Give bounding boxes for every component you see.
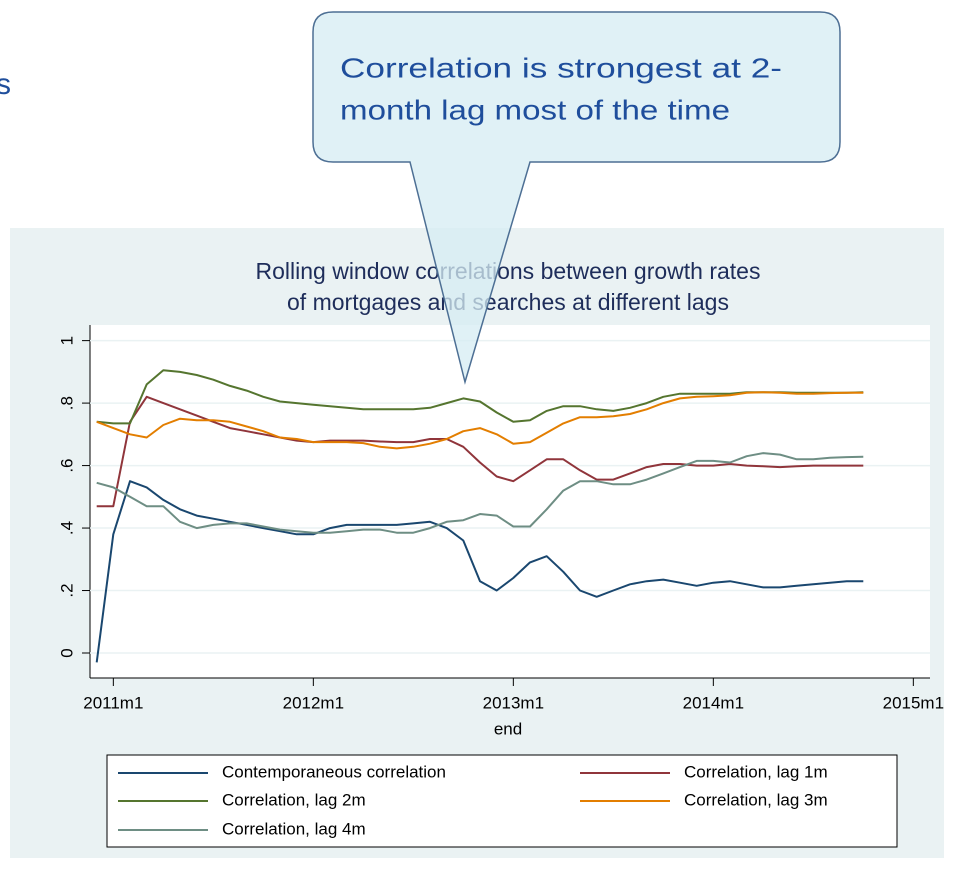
legend-label: Contemporaneous correlation bbox=[222, 762, 446, 781]
legend-label: Correlation, lag 4m bbox=[222, 819, 366, 838]
series-line bbox=[96, 369, 864, 425]
y-tick-label: .2 bbox=[57, 583, 76, 597]
legend-label: Correlation, lag 2m bbox=[222, 790, 366, 809]
y-tick-label: .4 bbox=[57, 521, 76, 535]
series-line bbox=[96, 391, 864, 450]
y-tick-label: 0 bbox=[57, 648, 76, 657]
callout bbox=[312, 11, 841, 385]
series-line bbox=[96, 395, 864, 508]
x-tick-label: 2014m1 bbox=[683, 693, 744, 712]
x-tick-label: 2015m1 bbox=[883, 693, 944, 712]
y-tick-label: 1 bbox=[57, 336, 76, 345]
legend-label: Correlation, lag 1m bbox=[684, 762, 828, 781]
chart-title: of mortgages and searches at different l… bbox=[287, 289, 729, 315]
plot: 0 .2 .4 .6 .8 1 2011m1 2012m1 2013m1 2014m1 2015m1 bbox=[57, 325, 944, 712]
chart-title: Rolling window correlations between grow… bbox=[256, 258, 761, 284]
x-tick-label: 2011m1 bbox=[83, 693, 143, 712]
title-fragment: s bbox=[0, 68, 11, 101]
x-tick-label: 2013m1 bbox=[483, 693, 544, 712]
legend bbox=[106, 754, 898, 848]
legend-items: Contemporaneous correlation Correlation, … bbox=[118, 762, 828, 838]
series-line bbox=[96, 452, 864, 534]
x-axis-label: end bbox=[494, 719, 522, 738]
y-tick-label: .8 bbox=[57, 396, 76, 410]
callout-text: month lag most of the time bbox=[340, 94, 730, 125]
plot-area bbox=[90, 325, 930, 678]
y-tick-label: .6 bbox=[57, 458, 76, 472]
series-line bbox=[95, 480, 864, 663]
callout-text: Correlation is strongest at 2- bbox=[340, 52, 782, 83]
x-tick-label: 2012m1 bbox=[283, 693, 344, 712]
legend-label: Correlation, lag 3m bbox=[684, 790, 828, 809]
